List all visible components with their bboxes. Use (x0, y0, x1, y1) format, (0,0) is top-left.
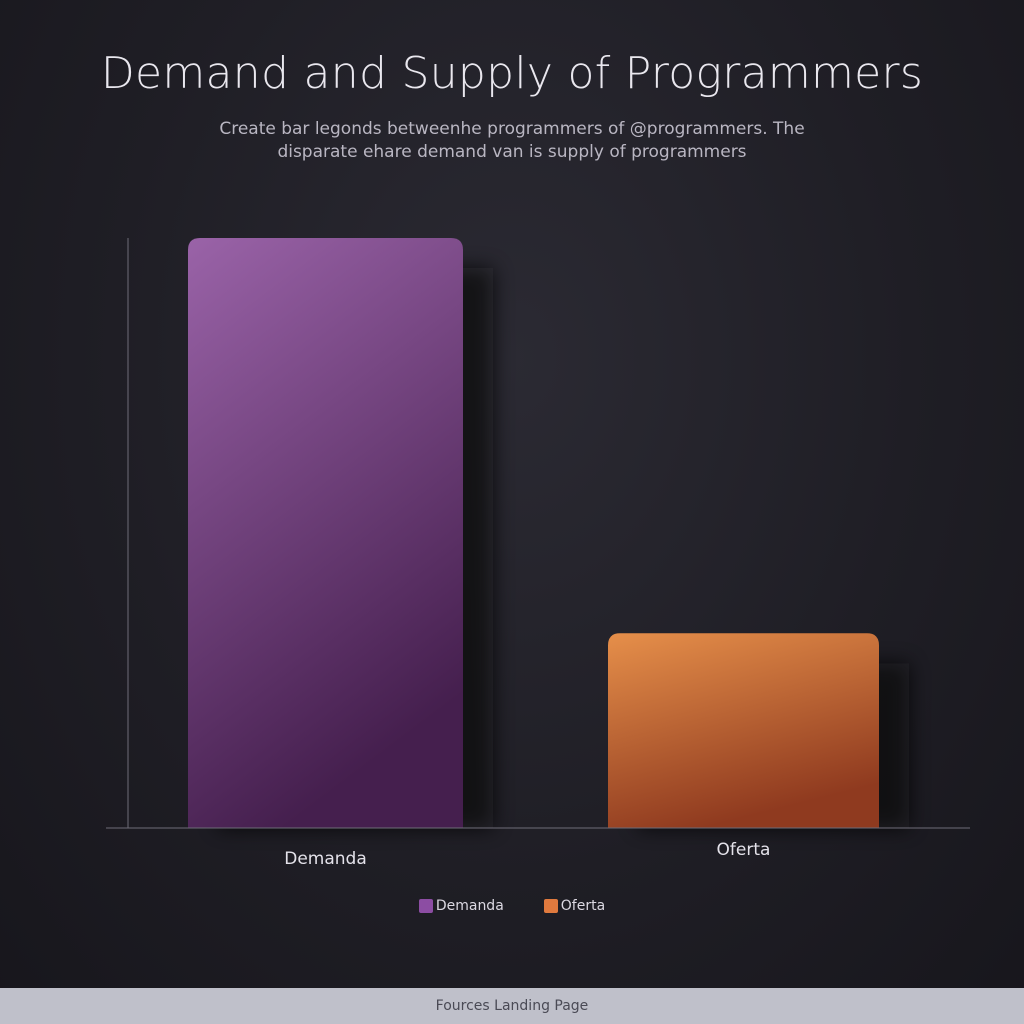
footer-bar: Fources Landing Page (0, 988, 1024, 1024)
legend-item-supply: Oferta (543, 898, 606, 914)
chart-title: Demand and Supply of Programmers (100, 48, 924, 99)
x-tick-label-supply: Oferta (717, 840, 771, 860)
bar-demand (188, 238, 463, 828)
bar-supply (608, 633, 879, 828)
legend-swatch-demand (418, 899, 433, 913)
legend-label-demand: Demanda (435, 898, 504, 914)
footer-label: Fources Landing Page (435, 998, 589, 1014)
legend-item-demand: Demanda (418, 898, 504, 914)
chart-legend: Demanda Oferta (0, 898, 1024, 914)
legend-label-supply: Oferta (560, 898, 606, 914)
x-tick-label-demand: Demanda (284, 849, 367, 869)
legend-swatch-supply (543, 899, 558, 913)
chart-subtitle: Create bar legonds betweenhe programmers… (219, 119, 805, 162)
